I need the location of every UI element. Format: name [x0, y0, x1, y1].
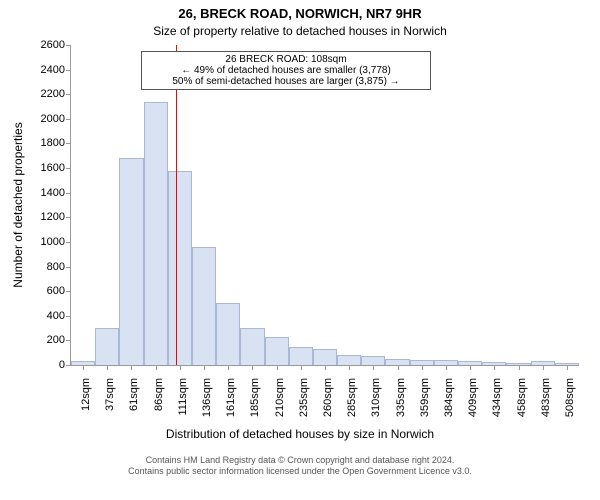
- histogram-bar: [265, 337, 289, 365]
- annotation-line-1: 26 BRECK ROAD: 108sqm: [148, 54, 424, 65]
- x-tick-label: 508sqm: [558, 374, 576, 417]
- x-tick-mark: [204, 365, 205, 370]
- histogram-bar: [313, 349, 337, 365]
- y-tick-mark: [66, 94, 71, 95]
- x-tick-label: 185sqm: [243, 374, 261, 417]
- x-tick-mark: [519, 365, 520, 370]
- annotation-line-3: 50% of semi-detached houses are larger (…: [148, 76, 424, 87]
- x-axis-title: Distribution of detached houses by size …: [0, 427, 600, 441]
- histogram-bar: [216, 303, 240, 365]
- x-tick-label: 483sqm: [534, 374, 552, 417]
- x-tick-label: 335sqm: [389, 374, 407, 417]
- y-tick-mark: [66, 70, 71, 71]
- x-tick-mark: [301, 365, 302, 370]
- x-tick-label: 235sqm: [292, 374, 310, 417]
- subject-marker-line: [176, 45, 177, 365]
- x-tick-mark: [252, 365, 253, 370]
- chart-subtitle: Size of property relative to detached ho…: [0, 24, 600, 38]
- histogram-bar: [192, 247, 216, 365]
- y-axis-title: Number of detached properties: [11, 122, 25, 287]
- x-tick-label: 384sqm: [437, 374, 455, 417]
- x-tick-mark: [83, 365, 84, 370]
- x-tick-mark: [567, 365, 568, 370]
- plot-area: 0200400600800100012001400160018002000220…: [70, 45, 579, 366]
- histogram-bar: [144, 102, 168, 365]
- x-tick-mark: [446, 365, 447, 370]
- y-tick-mark: [66, 168, 71, 169]
- histogram-bar: [95, 328, 119, 365]
- y-tick-mark: [66, 143, 71, 144]
- x-tick-mark: [131, 365, 132, 370]
- x-tick-mark: [180, 365, 181, 370]
- annotation-line-2: ← 49% of detached houses are smaller (3,…: [148, 65, 424, 76]
- attribution-line-1: Contains HM Land Registry data © Crown c…: [0, 455, 600, 466]
- x-tick-label: 136sqm: [195, 374, 213, 417]
- histogram-bar: [289, 347, 313, 365]
- x-tick-mark: [325, 365, 326, 370]
- x-tick-label: 260sqm: [316, 374, 334, 417]
- x-tick-mark: [494, 365, 495, 370]
- y-tick-mark: [66, 217, 71, 218]
- x-tick-label: 37sqm: [98, 374, 116, 411]
- x-tick-mark: [470, 365, 471, 370]
- y-tick-mark: [66, 316, 71, 317]
- histogram-bar: [361, 356, 385, 365]
- y-tick-mark: [66, 119, 71, 120]
- x-tick-label: 210sqm: [268, 374, 286, 417]
- x-tick-label: 434sqm: [485, 374, 503, 417]
- attribution: Contains HM Land Registry data © Crown c…: [0, 455, 600, 478]
- x-tick-mark: [398, 365, 399, 370]
- y-tick-mark: [66, 267, 71, 268]
- annotation-box: 26 BRECK ROAD: 108sqm← 49% of detached h…: [141, 51, 431, 90]
- histogram-bar: [240, 328, 264, 365]
- attribution-line-2: Contains public sector information licen…: [0, 466, 600, 477]
- x-tick-mark: [543, 365, 544, 370]
- x-tick-mark: [107, 365, 108, 370]
- x-tick-label: 12sqm: [74, 374, 92, 411]
- x-tick-label: 111sqm: [171, 374, 189, 416]
- x-tick-mark: [422, 365, 423, 370]
- histogram-bar: [337, 355, 361, 365]
- chart-title: 26, BRECK ROAD, NORWICH, NR7 9HR: [0, 6, 600, 21]
- x-tick-mark: [228, 365, 229, 370]
- x-tick-mark: [156, 365, 157, 370]
- y-tick-mark: [66, 242, 71, 243]
- x-tick-label: 409sqm: [461, 374, 479, 417]
- y-tick-mark: [66, 340, 71, 341]
- histogram-bar: [168, 171, 192, 365]
- x-tick-label: 161sqm: [219, 374, 237, 417]
- y-tick-mark: [66, 291, 71, 292]
- x-tick-label: 458sqm: [510, 374, 528, 417]
- x-tick-mark: [277, 365, 278, 370]
- x-tick-label: 86sqm: [147, 374, 165, 411]
- x-tick-label: 61sqm: [122, 374, 140, 411]
- x-tick-label: 310sqm: [364, 374, 382, 417]
- y-tick-mark: [66, 45, 71, 46]
- y-tick-mark: [66, 365, 71, 366]
- histogram-bar: [119, 158, 143, 365]
- x-tick-mark: [373, 365, 374, 370]
- x-tick-label: 359sqm: [413, 374, 431, 417]
- x-tick-label: 285sqm: [340, 374, 358, 417]
- y-tick-mark: [66, 193, 71, 194]
- x-tick-mark: [349, 365, 350, 370]
